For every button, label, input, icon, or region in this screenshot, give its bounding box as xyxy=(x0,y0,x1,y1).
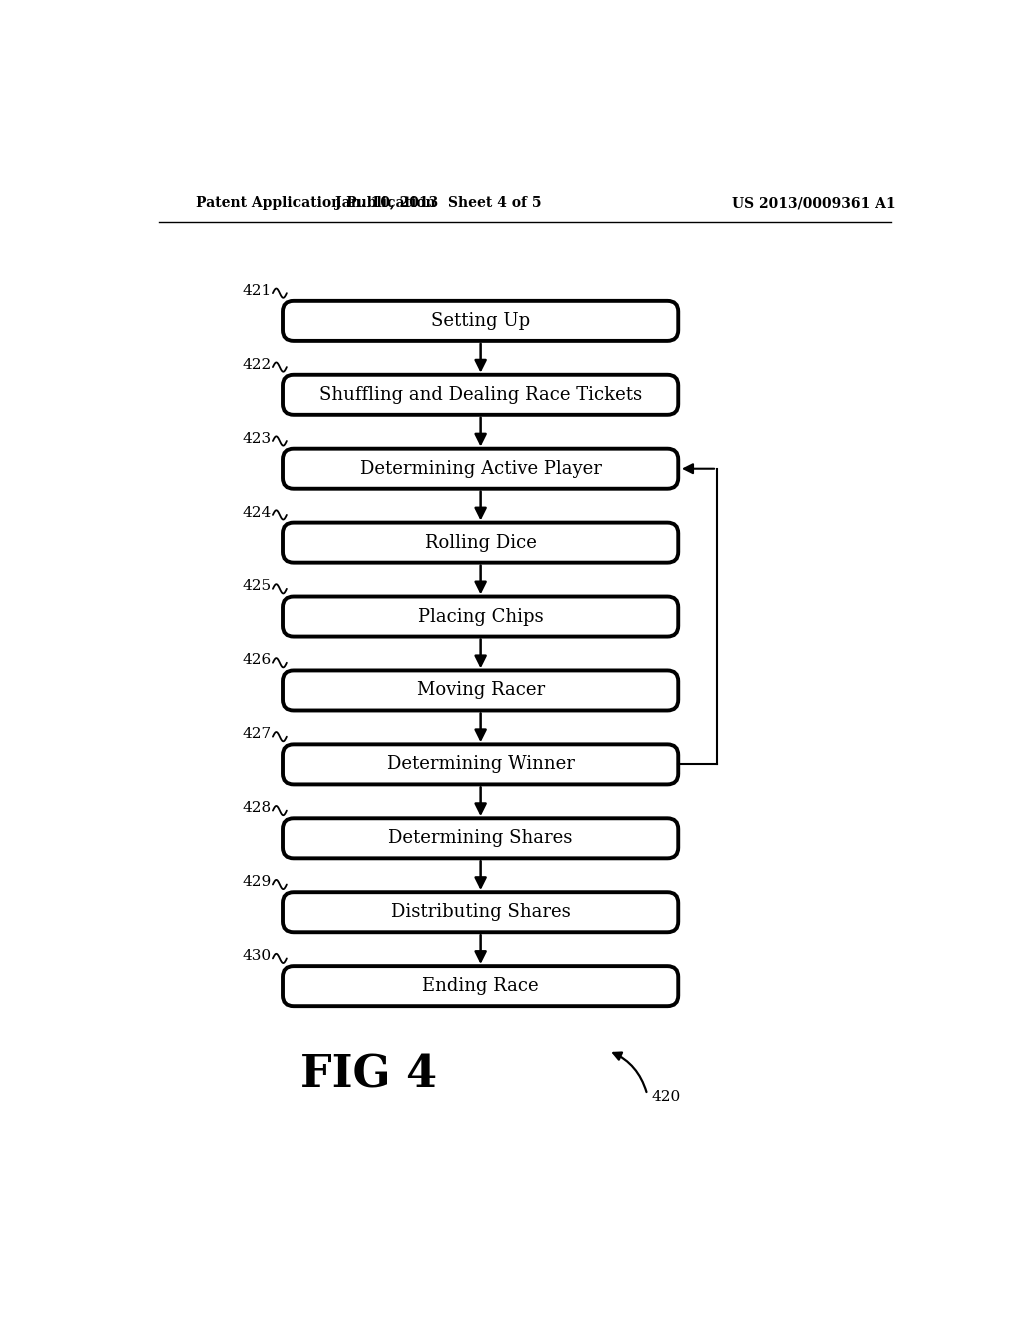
FancyBboxPatch shape xyxy=(283,744,678,784)
Text: Moving Racer: Moving Racer xyxy=(417,681,545,700)
Text: 421: 421 xyxy=(242,284,271,298)
FancyBboxPatch shape xyxy=(283,597,678,636)
FancyBboxPatch shape xyxy=(283,375,678,414)
Text: Rolling Dice: Rolling Dice xyxy=(425,533,537,552)
FancyBboxPatch shape xyxy=(283,892,678,932)
Text: 427: 427 xyxy=(243,727,271,742)
Text: Determining Winner: Determining Winner xyxy=(387,755,574,774)
Text: Shuffling and Dealing Race Tickets: Shuffling and Dealing Race Tickets xyxy=(319,385,642,404)
Text: 422: 422 xyxy=(242,358,271,372)
Text: Placing Chips: Placing Chips xyxy=(418,607,544,626)
FancyBboxPatch shape xyxy=(283,523,678,562)
Text: 420: 420 xyxy=(652,1090,681,1104)
Text: Determining Active Player: Determining Active Player xyxy=(359,459,601,478)
FancyBboxPatch shape xyxy=(283,301,678,341)
Text: Distributing Shares: Distributing Shares xyxy=(391,903,570,921)
FancyBboxPatch shape xyxy=(283,449,678,488)
Text: 429: 429 xyxy=(242,875,271,890)
Text: 426: 426 xyxy=(242,653,271,668)
Text: Patent Application Publication: Patent Application Publication xyxy=(197,197,436,210)
FancyBboxPatch shape xyxy=(283,966,678,1006)
Text: 428: 428 xyxy=(243,801,271,816)
Text: Ending Race: Ending Race xyxy=(422,977,539,995)
Text: 423: 423 xyxy=(243,432,271,446)
FancyBboxPatch shape xyxy=(283,818,678,858)
FancyBboxPatch shape xyxy=(283,671,678,710)
Text: 424: 424 xyxy=(242,506,271,520)
Text: FIG 4: FIG 4 xyxy=(300,1053,437,1097)
Text: Determining Shares: Determining Shares xyxy=(388,829,572,847)
Text: Jan. 10, 2013  Sheet 4 of 5: Jan. 10, 2013 Sheet 4 of 5 xyxy=(335,197,542,210)
Text: 430: 430 xyxy=(243,949,271,964)
Text: US 2013/0009361 A1: US 2013/0009361 A1 xyxy=(732,197,896,210)
Text: 425: 425 xyxy=(243,579,271,594)
Text: Setting Up: Setting Up xyxy=(431,312,530,330)
